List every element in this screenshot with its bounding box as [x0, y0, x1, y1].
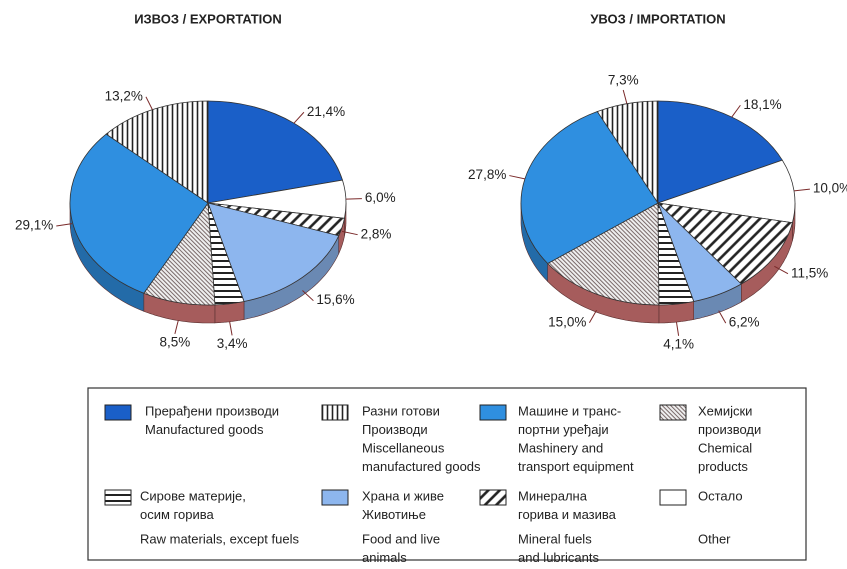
legend-swatch	[659, 489, 687, 506]
leader-line	[293, 111, 305, 124]
leader-line	[731, 104, 741, 118]
value-label: 27,8%	[468, 167, 506, 182]
legend-label: Минерална	[518, 488, 588, 503]
legend-swatch	[479, 404, 507, 421]
legend-label: Храна и живе	[362, 488, 444, 503]
slice	[520, 111, 659, 264]
slice	[207, 202, 340, 302]
slice	[547, 202, 660, 306]
value-label: 13,2%	[105, 88, 143, 103]
legend-label: Other	[698, 531, 731, 546]
legend-label: Mashinery and	[518, 440, 603, 455]
legend-swatch	[479, 489, 507, 506]
leader-line	[145, 96, 153, 110]
slice	[657, 100, 783, 204]
leader-line	[345, 198, 362, 200]
legend-label: Разни готови	[362, 403, 440, 418]
leader-line	[675, 321, 680, 336]
chart-title: ИЗВОЗ / EXPORTATION	[134, 11, 282, 26]
legend-label: Производи	[362, 422, 428, 437]
leader-line	[622, 89, 628, 104]
leader-line	[174, 320, 179, 334]
leader-line	[56, 223, 73, 227]
slice	[656, 202, 793, 285]
legend-label: осим горива	[140, 507, 214, 522]
leader-line	[588, 310, 598, 324]
value-label: 6,2%	[729, 315, 760, 330]
value-label: 29,1%	[15, 218, 53, 233]
value-label: 21,4%	[307, 104, 345, 119]
leader-line	[341, 230, 358, 236]
value-label: 8,5%	[159, 334, 190, 349]
value-label: 2,8%	[361, 226, 392, 241]
leader-line	[774, 265, 789, 275]
leader-line	[229, 321, 233, 336]
legend-label: Остало	[698, 488, 743, 503]
value-label: 7,3%	[608, 73, 639, 88]
legend-label: Прерађени производи	[145, 403, 279, 418]
legend-label: products	[698, 459, 748, 474]
legend-label: Машине и транс-	[518, 403, 621, 418]
legend-label: Chemical	[698, 440, 752, 455]
legend-label: Хемијски	[698, 403, 752, 418]
legend-label: Животиње	[362, 507, 426, 522]
legend-label: Mineral fuels	[518, 531, 592, 546]
legend-label: transport equipment	[518, 459, 634, 474]
legend-box	[87, 387, 807, 561]
legend-label: Manufactured goods	[145, 422, 264, 437]
legend-label: производи	[698, 422, 761, 437]
value-label: 11,5%	[791, 265, 828, 280]
legend-swatch	[321, 404, 349, 421]
legend-swatch	[321, 489, 349, 506]
chart-title: УВОЗ / IMPORTATION	[590, 11, 725, 26]
slice	[596, 100, 659, 205]
legend-label: manufactured goods	[362, 459, 481, 474]
slice	[657, 159, 796, 224]
legend-swatch	[104, 404, 132, 421]
slice	[207, 100, 344, 204]
leader-line	[509, 175, 525, 180]
leader-line	[793, 188, 810, 192]
value-label: 15,6%	[316, 292, 354, 307]
value-label: 15,0%	[548, 314, 586, 329]
value-label: 10,0%	[813, 181, 847, 196]
leader-line	[302, 290, 314, 302]
legend-label: Сирове материје,	[140, 488, 246, 503]
legend-label: Food and live	[362, 531, 440, 546]
legend-label: Miscellaneous	[362, 440, 445, 455]
legend-label: портни уређаји	[518, 422, 609, 437]
slice	[69, 133, 209, 294]
legend-label: and lubricants	[518, 550, 599, 565]
legend-label: animals	[362, 550, 407, 565]
leader-line	[718, 310, 727, 324]
value-label: 3,4%	[217, 336, 248, 351]
value-label: 6,0%	[365, 190, 396, 205]
value-label: 18,1%	[743, 97, 781, 112]
legend-swatch	[659, 404, 687, 421]
legend-swatch	[104, 489, 132, 506]
value-label: 4,1%	[663, 336, 694, 351]
legend-label: Raw materials, except fuels	[140, 531, 299, 546]
legend-label: горива и мазива	[518, 507, 617, 522]
